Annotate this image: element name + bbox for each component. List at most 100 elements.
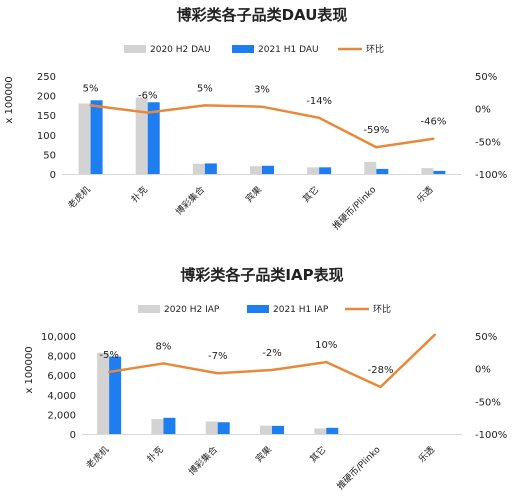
mom-point-0 — [89, 104, 92, 107]
bar-h2-2 — [192, 163, 205, 174]
category-label: 博彩集合 — [186, 444, 220, 478]
bar-h2-6 — [421, 168, 434, 174]
category-label: 乐透 — [414, 184, 435, 205]
category-label: 扑克 — [129, 184, 150, 205]
category-label: 推硬币/Plinko — [334, 443, 383, 492]
mom-point-1 — [162, 362, 165, 365]
mom-point-0 — [107, 370, 111, 374]
bar-h1-6 — [433, 170, 446, 174]
category-label: 乐透 — [416, 444, 437, 465]
mom-data-label: 10% — [315, 340, 337, 351]
mom-point-2 — [203, 104, 207, 107]
mom-point-5 — [379, 385, 382, 389]
bar-h1-1 — [147, 102, 160, 174]
y-tick-label: 150 — [37, 111, 56, 122]
legend-label-line: 环比 — [366, 43, 384, 55]
category-label: 老虎机 — [65, 184, 93, 212]
y2-tick-label: -50% — [475, 137, 501, 148]
mom-point-3 — [270, 368, 274, 372]
category-label: 推硬币/Plinko — [330, 183, 379, 232]
bar-h2-3 — [250, 166, 262, 174]
legend-label-line: 环比 — [373, 303, 391, 315]
legend-label-h2: 2020 H2 DAU — [150, 45, 211, 55]
y2-tick-label: -100% — [475, 430, 507, 441]
mom-data-label: -14% — [306, 96, 332, 107]
y-tick-label: 0 — [70, 430, 76, 441]
y2-tick-label: 50% — [475, 72, 497, 83]
mom-data-label: 5% — [83, 83, 99, 94]
category-label: 宾果 — [253, 444, 274, 465]
mom-data-label: -59% — [363, 125, 389, 136]
mom-point-6 — [432, 137, 435, 140]
mom-data-label: -28% — [368, 365, 394, 376]
y2-tick-label: -50% — [475, 397, 501, 408]
y2-tick-label: -100% — [475, 170, 507, 181]
mom-point-6 — [433, 333, 437, 336]
legend-swatch-h2 — [124, 45, 146, 53]
y-tick-label: 8,000 — [47, 352, 76, 363]
y-tick-label: 0 — [50, 170, 56, 181]
legend-swatch-h1 — [232, 45, 254, 53]
mom-data-label: -46% — [421, 117, 447, 128]
y-tick-label: 250 — [37, 72, 56, 83]
category-label: 其它 — [300, 184, 321, 205]
mom-point-4 — [317, 116, 321, 120]
chart-dau: 博彩类各子品类DAU表现 2020 H2 DAU 2021 H1 DAU 环比 0 50 1… — [4, 6, 507, 232]
bar-h2-4 — [314, 428, 327, 434]
bar-h2-1 — [135, 97, 148, 174]
bar-h2-3 — [260, 425, 272, 434]
mom-data-label: 3% — [254, 85, 270, 96]
mom-point-3 — [260, 105, 264, 108]
bar-h2-5 — [364, 161, 377, 174]
bar-h2-0 — [78, 103, 91, 174]
bar-h1-2 — [204, 163, 217, 174]
y-tick-label: 4,000 — [47, 391, 76, 402]
y-axis-title: x 100000 — [24, 346, 35, 393]
mom-data-label: -5% — [99, 350, 118, 361]
bar-h1-4 — [326, 427, 339, 434]
category-label: 扑克 — [144, 444, 165, 465]
y-tick-label: 2,000 — [47, 410, 76, 421]
category-label: 其它 — [307, 444, 328, 465]
mom-point-4 — [325, 360, 328, 364]
legend-label-h2: 2020 H2 IAP — [164, 305, 220, 315]
bar-h1-5 — [376, 168, 389, 174]
mom-point-2 — [216, 372, 219, 375]
bar-h1-3 — [262, 165, 274, 174]
y-tick-label: 10,000 — [41, 332, 76, 343]
bar-h2-1 — [151, 419, 164, 434]
bar-h1-3 — [272, 425, 284, 434]
chart-title: 博彩类各子品类IAP表现 — [180, 266, 343, 284]
mom-data-label: 8% — [155, 341, 171, 352]
legend-swatch-h1 — [247, 305, 269, 313]
bar-h2-2 — [205, 421, 218, 434]
legend-label-h1: 2021 H1 IAP — [273, 305, 329, 315]
chart-iap: 博彩类各子品类IAP表现 2020 H2 IAP 2021 H1 IAP 环比 0 2,0… — [24, 266, 507, 492]
mom-point-1 — [146, 111, 149, 114]
y2-tick-label: 0% — [475, 105, 491, 116]
mom-data-label: 5% — [197, 83, 213, 94]
chart-title: 博彩类各子品类DAU表现 — [177, 6, 348, 24]
bar-h1-2 — [217, 422, 230, 434]
y2-tick-label: 50% — [475, 332, 497, 343]
bar-h1-1 — [163, 417, 176, 434]
bar-h2-4 — [307, 167, 320, 174]
category-label: 老虎机 — [84, 444, 112, 472]
category-label: 博彩集合 — [173, 184, 207, 218]
y-tick-label: 100 — [37, 131, 56, 142]
y-tick-label: 6,000 — [47, 371, 76, 382]
category-label: 宾果 — [243, 184, 264, 205]
bar-h1-4 — [319, 167, 332, 174]
y-tick-label: 200 — [37, 92, 56, 103]
bar-h1-0 — [109, 356, 122, 434]
mom-point-5 — [375, 146, 378, 149]
mom-data-label: -2% — [262, 348, 281, 359]
bar-h2-0 — [97, 352, 110, 434]
y2-tick-label: 0% — [475, 365, 491, 376]
mom-data-label: -7% — [208, 351, 227, 362]
y-tick-label: 50 — [43, 150, 56, 161]
mom-data-label: -6% — [138, 91, 157, 102]
legend-swatch-h2 — [138, 305, 160, 313]
y-axis-title: x 100000 — [4, 76, 15, 123]
